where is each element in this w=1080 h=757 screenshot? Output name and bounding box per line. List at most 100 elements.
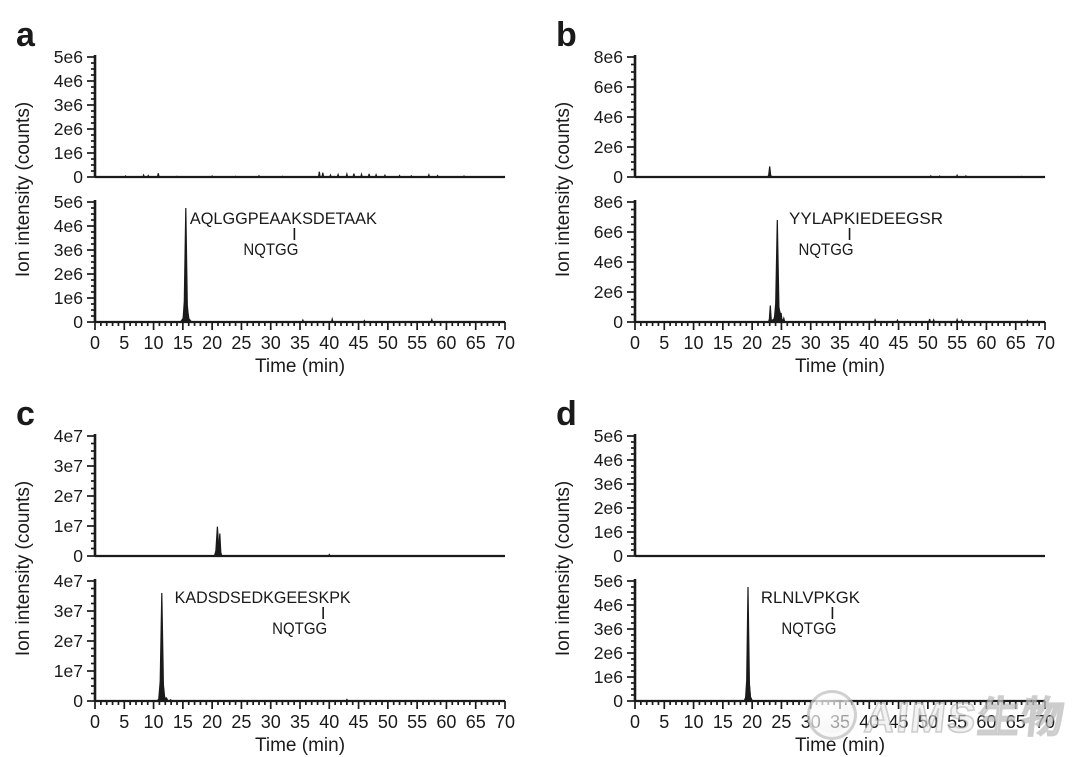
y-tick-label: 5e6: [594, 571, 623, 591]
chromatogram-peak: [175, 175, 179, 178]
x-tick-label: 10: [684, 712, 704, 732]
y-tick-label: 0: [613, 167, 623, 187]
x-tick-label: 5: [659, 333, 669, 353]
x-tick-label: 45: [349, 333, 369, 353]
x-tick-label: 55: [947, 333, 967, 353]
x-tick-label: 60: [976, 712, 996, 732]
x-tick-label: 70: [1035, 333, 1055, 353]
panel-letter: a: [16, 16, 36, 54]
chromatogram-peak: [871, 317, 877, 323]
panel-b: b Ion intensity (counts) 8e6 6e6 4e6 2e6 0 8e6 6…: [540, 0, 1080, 378]
x-axis-title: Time (min): [795, 735, 885, 756]
panel-c-chart: c Ion intensity (counts) 4e7 3e7 2e7 1e7 0 4e7 3…: [13, 395, 515, 756]
x-tick-label: 40: [859, 712, 879, 732]
chromatogram-peak: [124, 175, 127, 178]
x-tick-label: 30: [261, 712, 281, 732]
chromatogram-peak: [328, 173, 332, 178]
x-tick-label: 20: [742, 333, 762, 353]
chromatogram-peak: [334, 172, 342, 178]
chromatogram-peak: [210, 175, 214, 178]
modification-label: NQTGG: [243, 240, 298, 259]
x-tick-label: 65: [466, 333, 486, 353]
x-tick-label: 15: [173, 712, 193, 732]
subplot-top: 5e6 4e6 3e6 2e6 1e6 0: [594, 426, 1045, 566]
x-tick-label: 10: [684, 333, 704, 353]
y-tick-label: 8e6: [594, 192, 623, 212]
x-tick-label: 40: [859, 333, 879, 353]
subplot-top: 5e6 4e6 3e6 2e6 1e6 0: [54, 47, 505, 187]
y-tick-label: 4e6: [594, 252, 623, 272]
y-tick-label: 2e6: [594, 137, 623, 157]
chromatogram-peak: [960, 318, 964, 323]
x-tick-label: 5: [659, 712, 669, 732]
y-tick-label: 3e6: [594, 619, 623, 639]
y-tick-label: 1e7: [54, 661, 83, 681]
y-axis-title: Ion intensity (counts): [13, 102, 34, 277]
panel-a: a Ion intensity (counts) 5e6 4e6 3e6 2e6 1e6 0 5…: [0, 0, 540, 378]
x-tick-label: 20: [202, 333, 222, 353]
subplot-top: 4e7 3e7 2e7 1e7 0: [54, 426, 505, 566]
x-tick-label: 60: [436, 712, 456, 732]
chromatogram-peak: [773, 219, 782, 323]
x-tick-label: 15: [713, 333, 733, 353]
x-tick-label: 30: [261, 333, 281, 353]
chromatogram-peak: [744, 586, 752, 702]
y-tick-label: 2e6: [594, 282, 623, 302]
x-tick-label: 30: [801, 712, 821, 732]
x-tick-label: 35: [830, 333, 850, 353]
x-tick-label: 5: [119, 712, 129, 732]
x-tick-label: 15: [713, 712, 733, 732]
chromatogram-peak: [351, 173, 358, 178]
chromatogram-peak: [766, 166, 773, 178]
chromatogram-peak: [436, 174, 440, 178]
y-tick-label: 0: [73, 546, 83, 566]
y-tick-label: 1e7: [54, 516, 83, 536]
x-tick-label: 0: [90, 333, 100, 353]
y-tick-label: 4e6: [594, 595, 623, 615]
panel-d: d Ion intensity (counts) 5e6 4e6 3e6 2e6 1e6 0 5…: [540, 379, 1080, 757]
y-tick-label: 6e6: [594, 77, 623, 97]
y-tick-label: 8e6: [594, 47, 623, 67]
y-tick-label: 0: [613, 312, 623, 332]
chromatogram-peak: [358, 172, 366, 178]
chromatogram-peak: [316, 171, 322, 178]
chromatogram-peak: [329, 316, 336, 323]
chromatogram-peak: [366, 173, 373, 178]
chromatogram-peak: [343, 171, 351, 178]
y-tick-label: 4e6: [594, 450, 623, 470]
chromatogram-peak: [930, 318, 936, 323]
y-tick-label: 0: [613, 546, 623, 566]
peptide-sequence-label: YYLAPKIEDEEGSR: [789, 209, 943, 228]
y-tick-label: 6e6: [594, 222, 623, 242]
chromatogram-peak: [281, 175, 284, 178]
x-tick-label: 35: [290, 333, 310, 353]
y-tick-label: 2e6: [594, 643, 623, 663]
x-tick-label: 55: [407, 333, 427, 353]
y-axis-title: Ion intensity (counts): [553, 481, 574, 656]
chromatogram-peak: [320, 172, 326, 178]
chromatogram-peak: [428, 317, 436, 323]
x-tick-label: 40: [319, 712, 339, 732]
chromatogram-peak: [167, 699, 174, 702]
y-tick-label: 4e7: [54, 571, 83, 591]
x-tick-label: 35: [290, 712, 310, 732]
x-axis-title: Time (min): [255, 735, 345, 756]
x-tick-label: 20: [742, 712, 762, 732]
chromatogram-peak: [216, 533, 223, 557]
chromatogram-peak: [146, 174, 150, 178]
panel-letter: c: [16, 395, 35, 433]
chromatogram-peak: [780, 316, 788, 323]
x-tick-label: 0: [630, 712, 640, 732]
x-tick-label: 0: [630, 333, 640, 353]
y-tick-label: 1e6: [594, 522, 623, 542]
chromatogram-peak: [372, 172, 378, 178]
y-axis-title: Ion intensity (counts): [13, 481, 34, 656]
chromatogram-peak: [409, 174, 413, 178]
chromatogram-peak: [234, 175, 237, 178]
chromatogram-peak: [767, 305, 773, 323]
chromatogram-peak: [182, 207, 190, 323]
panel-b-chart: b Ion intensity (counts) 8e6 6e6 4e6 2e6 0 8e6 6…: [553, 16, 1055, 377]
